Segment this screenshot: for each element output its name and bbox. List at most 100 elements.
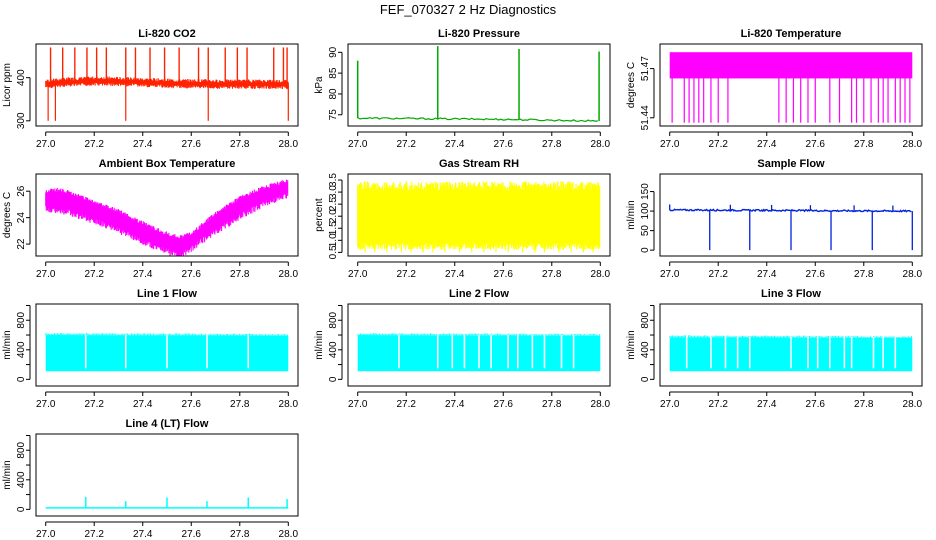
- panel-title: Sample Flow: [757, 158, 825, 170]
- x-tick-label: 27.4: [133, 399, 153, 410]
- plot-frame: [659, 173, 923, 257]
- x-tick-label: 27.2: [84, 529, 104, 540]
- y-tick-label: 2.5: [328, 197, 339, 211]
- y-tick-label: 300: [16, 112, 27, 129]
- y-tick-label: 0: [16, 506, 27, 512]
- plot-frame: [347, 43, 611, 127]
- panel-rh: Gas Stream RH percent 27.0 27.2 27.4 27.6 27.8…: [314, 158, 611, 280]
- y-tick-label: 800: [16, 311, 27, 328]
- x-tick-label: 27.4: [445, 399, 465, 410]
- y-axis-label: degrees C: [626, 62, 637, 108]
- panel-line2: Line 2 Flow ml/min 27.0 27.2 27.4 27.6 27.8 28.…: [314, 288, 611, 410]
- y-tick-label: 400: [640, 341, 651, 358]
- x-tick-label: 28.0: [591, 269, 611, 280]
- y-axis-label: ml/min: [2, 330, 13, 359]
- y-tick-label: 24: [16, 212, 27, 224]
- y-axis-label: ml/min: [626, 330, 637, 359]
- x-tick-label: 27.0: [36, 269, 56, 280]
- y-tick-label: 90: [328, 46, 339, 58]
- x-tick-label: 28.0: [591, 139, 611, 150]
- plot-frame: [35, 43, 299, 127]
- plot-area: [669, 204, 913, 251]
- x-tick-label: 28.0: [903, 269, 923, 280]
- x-tick-label: 27.2: [708, 139, 728, 150]
- y-tick-label: 3.5: [328, 173, 339, 187]
- plot-frame: [35, 433, 299, 517]
- x-tick-label: 28.0: [279, 269, 299, 280]
- x-tick-label: 27.4: [757, 269, 777, 280]
- plot-frame: [659, 303, 923, 387]
- x-tick-label: 27.6: [182, 399, 202, 410]
- x-tick-label: 27.2: [708, 269, 728, 280]
- y-tick-label: 51.47: [640, 56, 651, 81]
- y-tick-label: 22: [16, 238, 27, 250]
- plot-area: [45, 179, 289, 256]
- x-tick-label: 27.8: [542, 139, 562, 150]
- plot-area: [669, 335, 913, 372]
- plot-frame: [347, 173, 611, 257]
- y-tick-label: 75: [328, 109, 339, 121]
- x-tick-label: 27.4: [133, 529, 153, 540]
- x-tick-label: 27.0: [660, 269, 680, 280]
- x-tick-label: 27.6: [494, 139, 514, 150]
- x-tick-label: 27.0: [348, 399, 368, 410]
- x-tick-label: 27.8: [230, 139, 250, 150]
- figure-title: FEF_070327 2 Hz Diagnostics: [380, 2, 557, 17]
- y-tick-label: 400: [16, 471, 27, 488]
- x-tick-label: 27.6: [806, 399, 826, 410]
- y-tick-label: 800: [640, 311, 651, 328]
- panel-line1: Line 1 Flow ml/min 27.0 27.2 27.4 27.6 27.8 28.…: [2, 288, 299, 410]
- x-tick-label: 27.6: [806, 269, 826, 280]
- plot-area: [356, 46, 600, 123]
- x-tick-label: 27.4: [133, 269, 153, 280]
- x-tick-label: 28.0: [279, 529, 299, 540]
- y-tick-label: 1.0: [328, 233, 339, 247]
- x-tick-label: 27.0: [36, 529, 56, 540]
- y-tick-label: 3.0: [328, 185, 339, 199]
- panel-co2: Li-820 CO2 Licor ppm 27.0 27.2 27.4 27.6 27.8 2…: [2, 28, 299, 150]
- temperature-band: [669, 52, 913, 79]
- x-tick-label: 27.8: [854, 269, 874, 280]
- y-tick-label: 50: [640, 225, 651, 237]
- x-tick-label: 28.0: [279, 399, 299, 410]
- x-tick-label: 27.8: [854, 139, 874, 150]
- x-tick-label: 27.8: [230, 399, 250, 410]
- plot-area: [45, 47, 289, 121]
- x-tick-label: 27.6: [806, 139, 826, 150]
- plot-area: [357, 181, 601, 253]
- x-tick-label: 28.0: [279, 139, 299, 150]
- x-tick-label: 27.6: [182, 269, 202, 280]
- y-axis-label: kPa: [314, 76, 325, 94]
- x-tick-label: 27.6: [182, 139, 202, 150]
- x-tick-label: 27.4: [757, 399, 777, 410]
- x-tick-label: 27.0: [36, 399, 56, 410]
- y-axis-label: percent: [314, 198, 325, 232]
- x-tick-label: 27.0: [348, 139, 368, 150]
- x-tick-label: 27.2: [396, 269, 416, 280]
- y-tick-label: 0: [16, 376, 27, 382]
- x-tick-label: 27.8: [854, 399, 874, 410]
- panel-box_temp: Ambient Box Temperature degrees C 27.0 27.2…: [2, 158, 299, 280]
- x-tick-label: 27.8: [542, 269, 562, 280]
- y-axis-label: Licor ppm: [2, 63, 13, 107]
- x-tick-label: 27.4: [757, 139, 777, 150]
- y-tick-label: 150: [640, 183, 651, 200]
- panel-sample_flow: Sample Flow ml/min 27.0 27.2 27.4 27.6 27.8 28.…: [626, 158, 923, 280]
- y-tick-label: 26: [16, 185, 27, 197]
- x-tick-label: 27.2: [708, 399, 728, 410]
- panel-line3: Line 3 Flow ml/min 27.0 27.2 27.4 27.6 27.8 28.…: [626, 288, 923, 410]
- panel-title: Line 4 (LT) Flow: [126, 418, 209, 430]
- x-tick-label: 27.0: [348, 269, 368, 280]
- x-tick-label: 27.4: [445, 139, 465, 150]
- x-tick-label: 27.2: [84, 139, 104, 150]
- plot-area: [45, 496, 289, 509]
- y-tick-label: 400: [328, 341, 339, 358]
- x-tick-label: 27.0: [660, 399, 680, 410]
- y-tick-label: 400: [16, 341, 27, 358]
- panel-title: Li-820 Temperature: [741, 28, 842, 40]
- x-tick-label: 27.8: [230, 529, 250, 540]
- x-tick-label: 27.2: [84, 399, 104, 410]
- x-tick-label: 27.2: [396, 139, 416, 150]
- plot-frame: [347, 303, 611, 387]
